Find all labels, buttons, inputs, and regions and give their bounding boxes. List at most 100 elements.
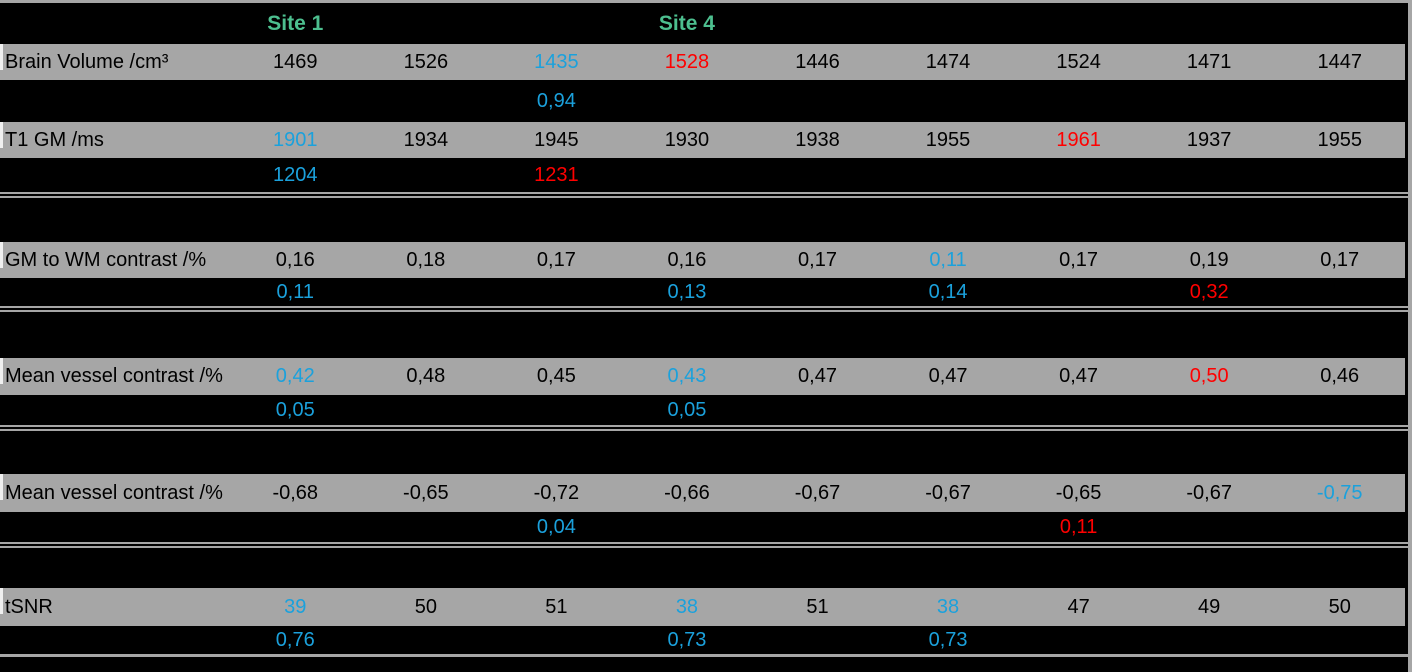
value-cell: 39	[284, 595, 307, 618]
value-cell	[883, 512, 1014, 542]
value-cell: 1528	[664, 50, 710, 73]
value-cell	[1274, 278, 1405, 306]
value-cell	[1274, 395, 1405, 425]
value-cell	[622, 512, 753, 542]
value-cell: 50	[414, 595, 437, 618]
value-cell: -0,67	[1186, 481, 1232, 504]
value-cell: 0,18	[406, 248, 446, 271]
value-cell	[752, 278, 883, 306]
value-cell	[1144, 512, 1275, 542]
value-cell: 0,13	[667, 280, 707, 303]
value-cell	[752, 626, 883, 654]
metric-label	[0, 278, 230, 306]
value-cell: 0,17	[1320, 248, 1360, 271]
value-cell	[622, 80, 753, 122]
metric-row: Mean vessel contrast /% 0,42 0,48 0,45 0,43 0…	[0, 358, 1405, 395]
metric-row: Mean vessel contrast /% -0,68 -0,65 -0,72 -0…	[0, 474, 1405, 512]
value-cell: 38	[936, 595, 960, 618]
value-cell: 1526	[403, 50, 449, 73]
value-cell	[491, 278, 622, 306]
value-cell: 0,16	[275, 248, 315, 271]
value-cell	[1013, 278, 1144, 306]
value-cell: 0,48	[406, 365, 446, 387]
value-cell	[883, 158, 1014, 192]
value-cell	[752, 80, 883, 122]
value-cell	[1013, 626, 1144, 654]
value-cell	[361, 80, 492, 122]
value-cell: 1934	[403, 128, 449, 151]
value-cell: -0,75	[1316, 481, 1363, 504]
value-cell: 0,11	[929, 248, 967, 271]
value-cell: 1955	[925, 128, 971, 151]
value-cell: 1471	[1186, 50, 1232, 73]
table-right-border	[1408, 0, 1412, 672]
value-cell: 1901	[273, 128, 318, 151]
metric-label	[0, 158, 230, 192]
value-cell: 0,32	[1189, 280, 1229, 303]
value-cell	[1144, 158, 1275, 192]
table-bottom-border	[0, 654, 1412, 657]
value-cell: 0,05	[275, 398, 315, 421]
value-cell	[491, 395, 622, 425]
value-cell	[752, 158, 883, 192]
section-divider	[0, 542, 1412, 548]
value-cell: 51	[806, 595, 829, 618]
value-cell	[1013, 395, 1144, 425]
value-cell	[361, 278, 492, 306]
value-cell: 0,11	[276, 280, 314, 303]
value-cell: 1955	[1317, 128, 1362, 151]
value-cell	[361, 158, 492, 192]
table-body: Brain Volume /cm³ 1469 1526 1435 1528 1446 147…	[0, 44, 1412, 657]
value-cell: 0,50	[1189, 365, 1229, 387]
value-cell	[361, 626, 492, 654]
table-top-border	[0, 0, 1412, 3]
value-cell: 0,42	[275, 365, 315, 387]
value-cell: 0,11	[1059, 515, 1098, 538]
section-gap	[0, 312, 1412, 358]
stat-sub-row: 0,04 0,11	[0, 512, 1405, 542]
stat-sub-row: 1204 1231	[0, 158, 1405, 192]
value-cell: 1930	[664, 128, 710, 151]
site1-header: Site 1	[267, 11, 324, 35]
value-cell: -0,68	[272, 481, 319, 504]
value-cell	[1274, 512, 1405, 542]
value-cell: 0,17	[798, 248, 837, 271]
table-header-row: Site 1 Site 4	[0, 3, 1405, 44]
value-cell	[1013, 80, 1144, 122]
value-cell: 0,47	[798, 365, 837, 387]
value-cell	[491, 626, 622, 654]
metric-label: Mean vessel contrast /%	[5, 481, 223, 504]
value-cell: 0,16	[667, 248, 707, 271]
value-cell: 0,04	[536, 515, 576, 538]
value-cell	[883, 395, 1014, 425]
value-cell: -0,66	[664, 481, 710, 504]
value-cell: 1231	[534, 163, 579, 186]
value-cell	[752, 395, 883, 425]
value-cell: -0,67	[794, 481, 841, 504]
metric-label: GM to WM contrast /%	[5, 248, 207, 271]
metric-label	[0, 80, 230, 122]
value-cell: 0,14	[928, 280, 968, 303]
metric-row: tSNR 39 50 51 38 51 38 47 49 50	[0, 588, 1405, 626]
value-cell	[1144, 626, 1275, 654]
value-cell: 0,43	[667, 365, 707, 387]
metric-label: Mean vessel contrast /%	[5, 365, 223, 387]
value-cell: 1446	[795, 50, 840, 73]
value-cell: 0,73	[667, 628, 707, 651]
section-divider	[0, 425, 1412, 431]
site4-header: Site 4	[658, 11, 715, 35]
value-cell	[1274, 158, 1405, 192]
section-divider	[0, 192, 1412, 198]
value-cell: 49	[1198, 595, 1221, 618]
value-cell: 0,76	[275, 628, 315, 651]
value-cell	[230, 80, 361, 122]
value-cell	[622, 158, 753, 192]
value-cell	[752, 512, 883, 542]
value-cell: 1524	[1056, 50, 1101, 73]
value-cell: 0,17	[536, 248, 576, 271]
metric-label	[0, 512, 230, 542]
value-cell: -0,67	[925, 481, 971, 504]
value-cell: 1961	[1056, 128, 1101, 151]
value-cell: 1447	[1317, 50, 1362, 73]
stat-sub-row: 0,11 0,13 0,14 0,32	[0, 278, 1405, 306]
